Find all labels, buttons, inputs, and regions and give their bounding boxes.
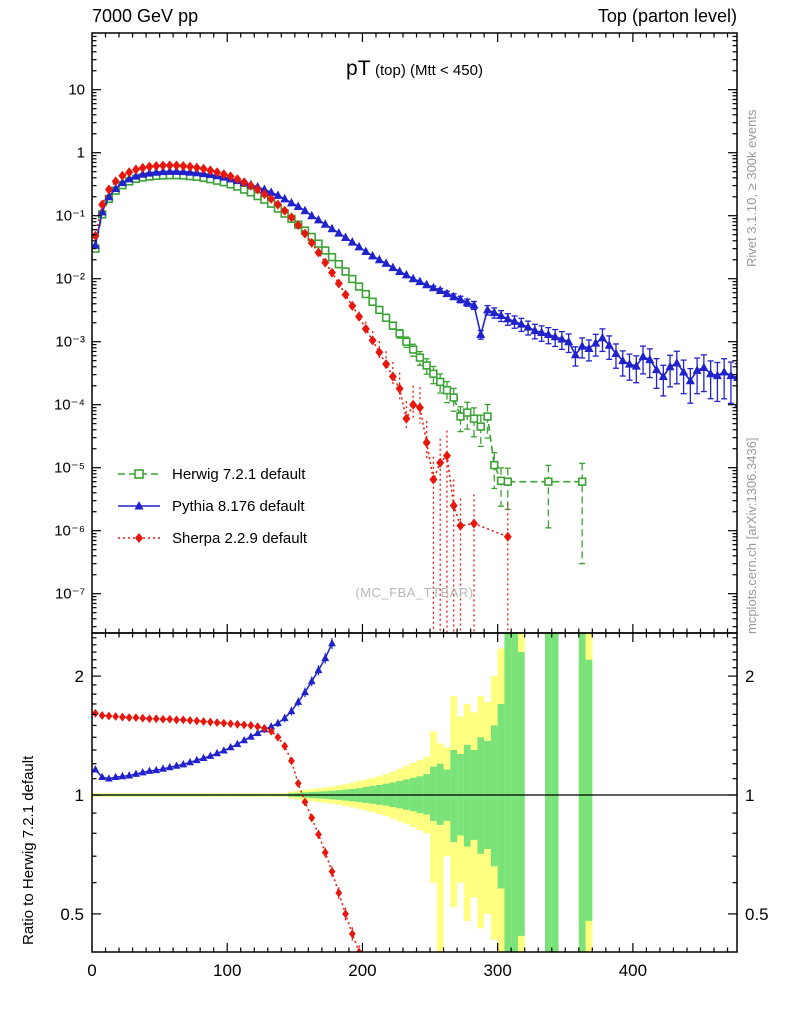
svg-text:400: 400 bbox=[619, 961, 647, 980]
svg-text:10⁻⁴: 10⁻⁴ bbox=[54, 397, 85, 414]
svg-text:2: 2 bbox=[75, 667, 84, 686]
svg-text:0: 0 bbox=[87, 961, 96, 980]
svg-text:0.5: 0.5 bbox=[745, 905, 769, 924]
ratio-bands bbox=[92, 633, 737, 952]
svg-text:10⁻¹: 10⁻¹ bbox=[55, 208, 85, 225]
svg-text:300: 300 bbox=[483, 961, 511, 980]
axis-ticks bbox=[92, 33, 737, 952]
svg-text:2: 2 bbox=[745, 667, 754, 686]
svg-text:10⁻⁶: 10⁻⁶ bbox=[54, 523, 85, 540]
svg-text:10⁻²: 10⁻² bbox=[55, 271, 85, 288]
svg-text:10⁻⁵: 10⁻⁵ bbox=[54, 460, 85, 477]
main-frame bbox=[91, 32, 738, 634]
svg-text:200: 200 bbox=[348, 961, 376, 980]
svg-text:10⁻³: 10⁻³ bbox=[55, 334, 85, 351]
svg-text:0.5: 0.5 bbox=[60, 905, 84, 924]
axis-labels: 10 1 10⁻¹ 10⁻² 10⁻³ 10⁻⁴ 10⁻⁵ 10⁻⁶ 10⁻⁷ 0 100 200 30… bbox=[54, 82, 769, 980]
main-series bbox=[92, 160, 737, 633]
svg-text:10: 10 bbox=[68, 82, 85, 99]
ratio-series bbox=[92, 637, 363, 952]
svg-text:10⁻⁷: 10⁻⁷ bbox=[55, 586, 85, 603]
ratio-frame bbox=[91, 632, 738, 953]
svg-text:100: 100 bbox=[213, 961, 241, 980]
svg-text:1: 1 bbox=[77, 145, 85, 162]
svg-text:1: 1 bbox=[745, 786, 754, 805]
svg-text:1: 1 bbox=[75, 786, 84, 805]
